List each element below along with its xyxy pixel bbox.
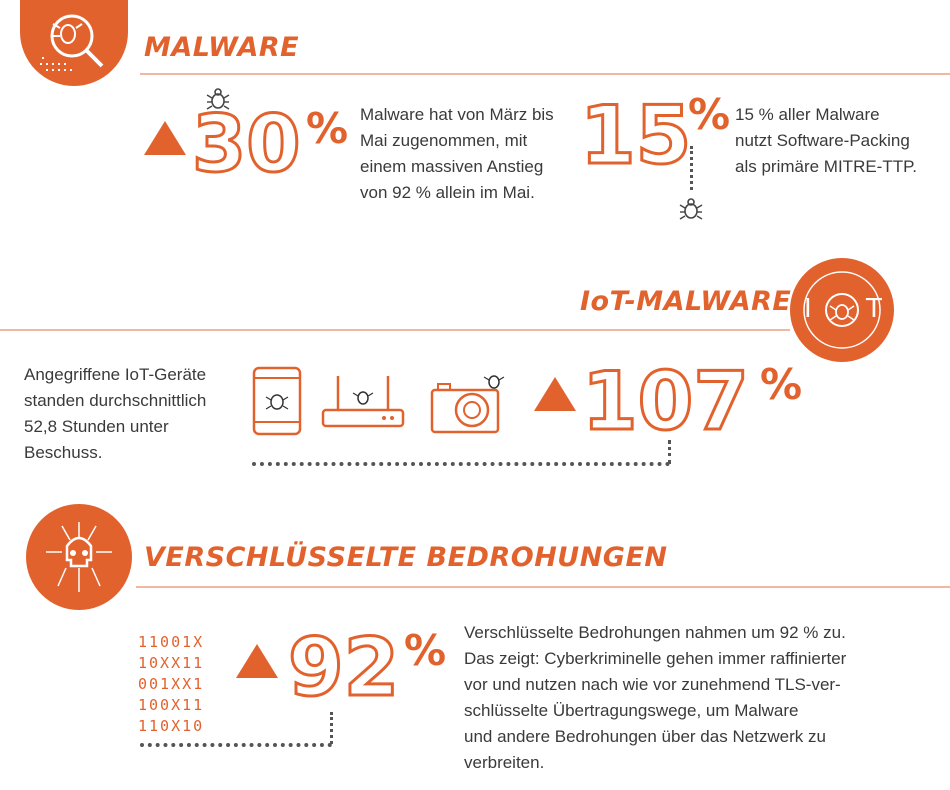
text-line: schlüsselte Übertragungswege, um Malware	[464, 701, 799, 720]
dotted-connector	[690, 146, 693, 190]
text-line: Malware hat von März bis	[360, 105, 554, 124]
iot-stat-number: 107	[581, 355, 751, 448]
text-line: 15 % aller Malware	[735, 105, 880, 124]
malware-rule	[140, 73, 950, 75]
increase-arrow-icon	[144, 121, 186, 155]
text-line: als primäre MITRE-TTP.	[735, 157, 917, 176]
text-line: vor und nutzen nach wie vor zunehmend TL…	[464, 675, 841, 694]
encrypted-rule	[136, 586, 950, 588]
binary-line: 11001X	[138, 633, 205, 651]
malware-section-icon	[20, 0, 128, 86]
iot-badge-letter: T	[866, 294, 882, 324]
encrypted-stat-number: 92	[286, 621, 400, 714]
binary-line: 100X11	[138, 696, 205, 714]
iot-badge-icon: I T	[790, 258, 894, 362]
dotted-connector	[140, 743, 332, 747]
camera-icon	[430, 375, 505, 434]
iot-text: Angegriffene IoT-Geräte standen durchsch…	[24, 362, 244, 466]
bug-icon	[206, 88, 230, 110]
text-line: Mai zugenommen, mit	[360, 131, 528, 150]
text-line: Das zeigt: Cyberkriminelle gehen immer r…	[464, 649, 847, 668]
increase-arrow-icon	[236, 644, 278, 678]
text-line: und andere Bedrohungen über das Netzwerk…	[464, 727, 826, 746]
binary-line: 110X10	[138, 717, 205, 735]
binary-line: 10XX11	[138, 654, 205, 672]
skull-circuit-icon	[46, 522, 112, 592]
bug-icon	[679, 198, 703, 220]
dotted-connector	[668, 440, 671, 464]
increase-arrow-icon	[534, 377, 576, 411]
dotted-connector	[330, 712, 333, 744]
tablet-icon	[252, 366, 302, 436]
text-line: Beschuss.	[24, 443, 103, 462]
text-line: verbreiten.	[464, 753, 545, 772]
iot-rule	[0, 329, 790, 331]
packing-stat-text: 15 % aller Malware nutzt Software-Packin…	[735, 102, 945, 180]
packing-stat-number: 15	[578, 89, 692, 182]
text-line: nutzt Software-Packing	[735, 131, 910, 150]
iot-stat-percent: %	[760, 360, 803, 409]
iot-heading: IoT-MALWARE	[580, 286, 792, 317]
text-line: von 92 % allein im Mai.	[360, 183, 535, 202]
malware-heading: MALWARE	[144, 32, 300, 63]
bug-magnifier-icon	[40, 14, 104, 71]
binary-code: 11001X 10XX11 001XX1 100X11 110X10	[138, 632, 204, 737]
encrypted-heading: VERSCHLÜSSELTE BEDROHUNGEN	[144, 542, 668, 573]
encrypted-section-icon	[26, 504, 132, 610]
text-line: Angegriffene IoT-Geräte	[24, 365, 207, 384]
dotted-connector	[252, 462, 670, 466]
malware-stat-number: 30	[191, 100, 303, 190]
text-line: standen durchschnittlich	[24, 391, 207, 410]
binary-line: 001XX1	[138, 675, 205, 693]
text-line: 52,8 Stunden unter	[24, 417, 169, 436]
encrypted-text: Verschlüsselte Bedrohungen nahmen um 92 …	[464, 620, 924, 776]
packing-stat-percent: %	[688, 90, 731, 139]
iot-badge-letter: I	[804, 294, 812, 324]
malware-stat-text: Malware hat von März bis Mai zugenommen,…	[360, 102, 585, 206]
text-line: einem massiven Anstieg	[360, 157, 544, 176]
malware-stat-percent: %	[306, 104, 349, 153]
encrypted-stat-percent: %	[404, 626, 447, 675]
router-icon	[321, 376, 405, 428]
text-line: Verschlüsselte Bedrohungen nahmen um 92 …	[464, 623, 846, 642]
